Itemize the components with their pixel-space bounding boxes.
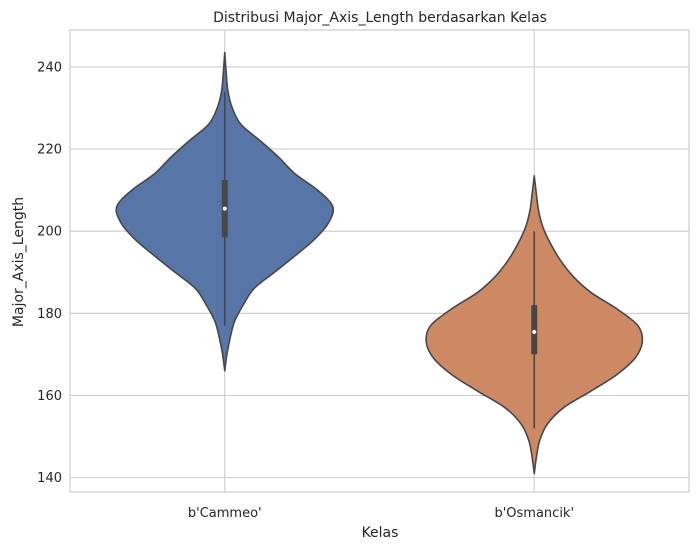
y-tick-label: 240 [37, 60, 62, 75]
y-tick-label: 180 [37, 307, 62, 322]
x-ticks: b'Cammeo' b'Osmancik' [188, 506, 574, 521]
y-axis-label: Major_Axis_Length [11, 197, 27, 327]
grid [70, 30, 689, 492]
y-tick-label: 220 [37, 143, 62, 158]
y-ticks: 140 160 180 200 220 240 [37, 60, 62, 486]
chart-title: Distribusi Major_Axis_Length berdasarkan… [213, 10, 547, 26]
median-point [532, 329, 537, 334]
y-tick-label: 160 [37, 389, 62, 404]
x-tick-label: b'Osmancik' [494, 506, 574, 521]
iqr-box [531, 305, 538, 355]
y-tick-label: 140 [37, 471, 62, 486]
violins [115, 51, 644, 475]
x-axis-label: Kelas [362, 525, 399, 541]
y-tick-label: 200 [37, 225, 62, 240]
median-point [222, 206, 227, 211]
x-tick-label: b'Cammeo' [188, 506, 262, 521]
